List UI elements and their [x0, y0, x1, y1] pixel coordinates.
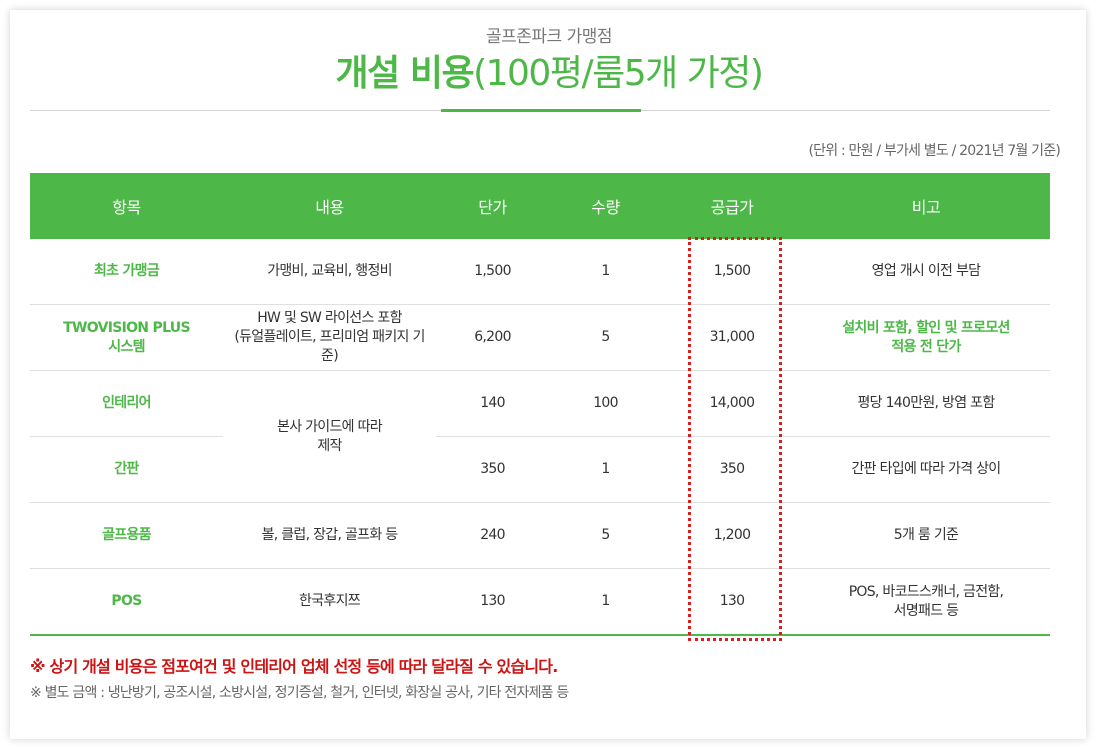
- row-note-line1: POS, 바코드스캐너, 금전함,: [848, 583, 1004, 600]
- row-item: TWOVISION PLUS 시스템: [30, 304, 223, 371]
- row-note: 영업 개시 이전 부담: [802, 239, 1050, 305]
- row-content-line2: (듀얼플레이트, 프리미엄 패키지 기준): [234, 329, 425, 364]
- row-qty: 1: [549, 436, 662, 503]
- row-content: 볼, 클럽, 장갑, 골프화 등: [223, 502, 436, 569]
- row-note-line2: 적용 전 단가: [891, 338, 961, 355]
- footnote-secondary: ※ 별도 금액 : 냉난방기, 공조시설, 소방시설, 정기증설, 철거, 인터…: [30, 685, 569, 701]
- row-price: 350: [436, 436, 549, 503]
- row-content: 한국후지쯔: [223, 568, 436, 636]
- page-title: 개설 비용(100평/룸5개 가정): [0, 44, 1098, 96]
- title-divider-accent: [441, 109, 641, 112]
- row-note: POS, 바코드스캐너, 금전함, 서명패드 등: [802, 568, 1050, 636]
- row-item: 간판: [30, 436, 223, 503]
- header-price: 단가: [436, 173, 549, 239]
- table-row: 골프용품 볼, 클럽, 장갑, 골프화 등 240 5 1,200 5개 룸 기…: [30, 502, 1050, 569]
- title-rest: (100평/룸5개 가정): [473, 53, 764, 94]
- header-qty: 수량: [549, 173, 662, 239]
- table-header-row: 항목 내용 단가 수량 공급가 비고: [30, 173, 1050, 239]
- row-qty: 5: [549, 304, 662, 371]
- table-row: 간판 350 1 350 간판 타입에 따라 가격 상이: [30, 436, 1050, 503]
- header-content: 내용: [223, 173, 436, 239]
- row-note: 5개 룸 기준: [802, 502, 1050, 569]
- row-content-line1: HW 및 SW 라이선스 포함: [257, 310, 402, 326]
- unit-note: (단위 : 만원 / 부가세 별도 / 2021년 7월 기준): [808, 143, 1060, 159]
- header-note: 비고: [802, 173, 1050, 239]
- row-price: 1,500: [436, 239, 549, 305]
- row-item: 최초 가맹금: [30, 239, 223, 305]
- page-subtitle: 골프존파크 가맹점: [485, 27, 613, 47]
- row-price: 240: [436, 502, 549, 569]
- row-note: 간판 타입에 따라 가격 상이: [802, 436, 1050, 503]
- row-price: 140: [436, 370, 549, 437]
- row-supply: 1,200: [662, 502, 802, 569]
- row-note: 평당 140만원, 방염 포함: [802, 370, 1050, 437]
- row-content-line1: 본사 가이드에 따라: [277, 418, 383, 435]
- supply-price-highlight: [688, 237, 782, 641]
- row-content: 가맹비, 교육비, 행정비: [223, 239, 436, 305]
- row-supply: 14,000: [662, 370, 802, 437]
- row-item: 인테리어: [30, 370, 223, 437]
- row-supply: 130: [662, 568, 802, 636]
- row-note-line2: 서명패드 등: [893, 602, 959, 619]
- row-supply: 31,000: [662, 304, 802, 371]
- row-qty: 1: [549, 239, 662, 305]
- row-price: 130: [436, 568, 549, 636]
- header-supply: 공급가: [662, 173, 802, 239]
- row-item-line2: 시스템: [108, 338, 145, 355]
- row-item-line1: TWOVISION PLUS: [63, 319, 190, 336]
- row-price: 6,200: [436, 304, 549, 371]
- cost-table: 항목 내용 단가 수량 공급가 비고 최초 가맹금 가맹비, 교육비, 행정비 …: [30, 173, 1050, 636]
- row-content: HW 및 SW 라이선스 포함 (듀얼플레이트, 프리미엄 패키지 기준): [223, 304, 436, 371]
- header-item: 항목: [30, 173, 223, 239]
- title-bold: 개설 비용: [335, 53, 475, 94]
- row-item: 골프용품: [30, 502, 223, 569]
- table-row: POS 한국후지쯔 130 1 130 POS, 바코드스캐너, 금전함, 서명패…: [30, 568, 1050, 636]
- row-note-line1: 설치비 포함, 할인 및 프로모션: [842, 319, 1010, 336]
- row-qty: 5: [549, 502, 662, 569]
- footnote-primary: ※ 상기 개설 비용은 점포여건 및 인테리어 업체 선정 등에 따라 달라질 …: [30, 657, 558, 676]
- table-row: 최초 가맹금 가맹비, 교육비, 행정비 1,500 1 1,500 영업 개시…: [30, 239, 1050, 305]
- table-row: TWOVISION PLUS 시스템 HW 및 SW 라이선스 포함 (듀얼플레이트…: [30, 304, 1050, 371]
- row-qty: 100: [549, 370, 662, 437]
- row-qty: 1: [549, 568, 662, 636]
- row-item: POS: [30, 568, 223, 636]
- row-content-line2: 제작: [317, 437, 342, 454]
- row-supply: 1,500: [662, 239, 802, 305]
- row-supply: 350: [662, 436, 802, 503]
